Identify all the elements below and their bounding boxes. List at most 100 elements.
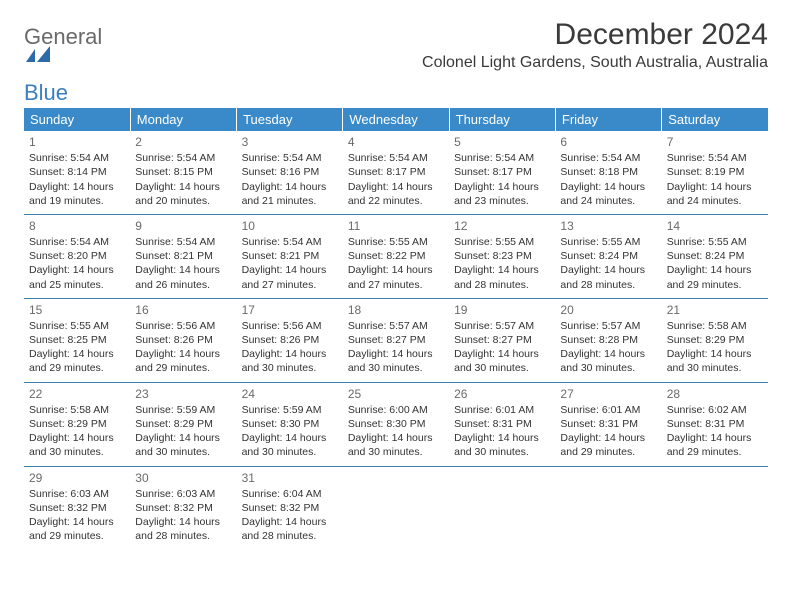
- daylight-text: Daylight: 14 hours and 26 minutes.: [135, 263, 231, 291]
- calendar-row: 22Sunrise: 5:58 AMSunset: 8:29 PMDayligh…: [24, 382, 768, 466]
- day-number: 28: [667, 386, 763, 402]
- sunrise-text: Sunrise: 5:55 AM: [667, 235, 763, 249]
- sunrise-text: Sunrise: 5:54 AM: [242, 151, 338, 165]
- sunrise-text: Sunrise: 5:59 AM: [242, 403, 338, 417]
- calendar-cell: 23Sunrise: 5:59 AMSunset: 8:29 PMDayligh…: [130, 382, 236, 466]
- sunrise-text: Sunrise: 5:55 AM: [348, 235, 444, 249]
- sunset-text: Sunset: 8:14 PM: [29, 165, 125, 179]
- calendar-cell-empty: [449, 466, 555, 549]
- daylight-text: Daylight: 14 hours and 28 minutes.: [135, 515, 231, 543]
- calendar-cell: 22Sunrise: 5:58 AMSunset: 8:29 PMDayligh…: [24, 382, 130, 466]
- daylight-text: Daylight: 14 hours and 30 minutes.: [454, 347, 550, 375]
- sunrise-text: Sunrise: 5:54 AM: [29, 235, 125, 249]
- sunrise-text: Sunrise: 5:54 AM: [242, 235, 338, 249]
- daylight-text: Daylight: 14 hours and 28 minutes.: [560, 263, 656, 291]
- sunset-text: Sunset: 8:24 PM: [560, 249, 656, 263]
- sunset-text: Sunset: 8:26 PM: [242, 333, 338, 347]
- sunrise-text: Sunrise: 5:56 AM: [242, 319, 338, 333]
- daylight-text: Daylight: 14 hours and 19 minutes.: [29, 180, 125, 208]
- calendar-row: 15Sunrise: 5:55 AMSunset: 8:25 PMDayligh…: [24, 298, 768, 382]
- sunrise-text: Sunrise: 5:55 AM: [454, 235, 550, 249]
- sunset-text: Sunset: 8:31 PM: [560, 417, 656, 431]
- sunrise-text: Sunrise: 6:02 AM: [667, 403, 763, 417]
- page-title: December 2024: [422, 18, 768, 52]
- daylight-text: Daylight: 14 hours and 29 minutes.: [29, 515, 125, 543]
- sunrise-text: Sunrise: 5:54 AM: [348, 151, 444, 165]
- calendar-cell: 19Sunrise: 5:57 AMSunset: 8:27 PMDayligh…: [449, 298, 555, 382]
- sunrise-text: Sunrise: 5:54 AM: [560, 151, 656, 165]
- sunset-text: Sunset: 8:17 PM: [454, 165, 550, 179]
- calendar-cell: 6Sunrise: 5:54 AMSunset: 8:18 PMDaylight…: [555, 131, 661, 214]
- weekday-header: Thursday: [449, 108, 555, 131]
- day-number: 4: [348, 134, 444, 150]
- day-number: 8: [29, 218, 125, 234]
- day-number: 22: [29, 386, 125, 402]
- calendar-cell-empty: [662, 466, 768, 549]
- daylight-text: Daylight: 14 hours and 21 minutes.: [242, 180, 338, 208]
- calendar-cell: 31Sunrise: 6:04 AMSunset: 8:32 PMDayligh…: [237, 466, 343, 549]
- daylight-text: Daylight: 14 hours and 28 minutes.: [242, 515, 338, 543]
- sunrise-text: Sunrise: 5:56 AM: [135, 319, 231, 333]
- sunset-text: Sunset: 8:27 PM: [454, 333, 550, 347]
- calendar-row: 29Sunrise: 6:03 AMSunset: 8:32 PMDayligh…: [24, 466, 768, 549]
- sunrise-text: Sunrise: 5:54 AM: [29, 151, 125, 165]
- sunrise-text: Sunrise: 6:03 AM: [135, 487, 231, 501]
- day-number: 13: [560, 218, 656, 234]
- day-number: 21: [667, 302, 763, 318]
- calendar-cell: 4Sunrise: 5:54 AMSunset: 8:17 PMDaylight…: [343, 131, 449, 214]
- daylight-text: Daylight: 14 hours and 20 minutes.: [135, 180, 231, 208]
- day-number: 25: [348, 386, 444, 402]
- day-number: 30: [135, 470, 231, 486]
- daylight-text: Daylight: 14 hours and 30 minutes.: [667, 347, 763, 375]
- weekday-header: Sunday: [24, 108, 130, 131]
- day-number: 6: [560, 134, 656, 150]
- calendar-cell: 28Sunrise: 6:02 AMSunset: 8:31 PMDayligh…: [662, 382, 768, 466]
- sunset-text: Sunset: 8:22 PM: [348, 249, 444, 263]
- sunset-text: Sunset: 8:28 PM: [560, 333, 656, 347]
- calendar-cell: 25Sunrise: 6:00 AMSunset: 8:30 PMDayligh…: [343, 382, 449, 466]
- calendar-cell: 9Sunrise: 5:54 AMSunset: 8:21 PMDaylight…: [130, 214, 236, 298]
- daylight-text: Daylight: 14 hours and 30 minutes.: [135, 431, 231, 459]
- day-number: 23: [135, 386, 231, 402]
- daylight-text: Daylight: 14 hours and 24 minutes.: [560, 180, 656, 208]
- weekday-header: Tuesday: [237, 108, 343, 131]
- calendar-cell: 15Sunrise: 5:55 AMSunset: 8:25 PMDayligh…: [24, 298, 130, 382]
- weekday-header: Friday: [555, 108, 661, 131]
- calendar-cell: 20Sunrise: 5:57 AMSunset: 8:28 PMDayligh…: [555, 298, 661, 382]
- sunset-text: Sunset: 8:19 PM: [667, 165, 763, 179]
- sunset-text: Sunset: 8:21 PM: [242, 249, 338, 263]
- sunset-text: Sunset: 8:15 PM: [135, 165, 231, 179]
- day-number: 12: [454, 218, 550, 234]
- calendar-page: General Blue December 2024 Colonel Light…: [0, 0, 792, 561]
- daylight-text: Daylight: 14 hours and 30 minutes.: [454, 431, 550, 459]
- day-number: 3: [242, 134, 338, 150]
- sunset-text: Sunset: 8:25 PM: [29, 333, 125, 347]
- sunset-text: Sunset: 8:18 PM: [560, 165, 656, 179]
- weekday-header: Monday: [130, 108, 236, 131]
- calendar-cell-empty: [343, 466, 449, 549]
- sunrise-text: Sunrise: 5:55 AM: [29, 319, 125, 333]
- daylight-text: Daylight: 14 hours and 27 minutes.: [348, 263, 444, 291]
- sunrise-text: Sunrise: 5:54 AM: [454, 151, 550, 165]
- day-number: 16: [135, 302, 231, 318]
- calendar-cell: 7Sunrise: 5:54 AMSunset: 8:19 PMDaylight…: [662, 131, 768, 214]
- daylight-text: Daylight: 14 hours and 29 minutes.: [29, 347, 125, 375]
- day-number: 31: [242, 470, 338, 486]
- daylight-text: Daylight: 14 hours and 30 minutes.: [560, 347, 656, 375]
- daylight-text: Daylight: 14 hours and 30 minutes.: [242, 431, 338, 459]
- calendar-row: 1Sunrise: 5:54 AMSunset: 8:14 PMDaylight…: [24, 131, 768, 214]
- day-number: 9: [135, 218, 231, 234]
- sunrise-text: Sunrise: 6:04 AM: [242, 487, 338, 501]
- calendar-cell: 29Sunrise: 6:03 AMSunset: 8:32 PMDayligh…: [24, 466, 130, 549]
- sunset-text: Sunset: 8:32 PM: [29, 501, 125, 515]
- sunrise-text: Sunrise: 6:03 AM: [29, 487, 125, 501]
- logo-text: General Blue: [24, 24, 102, 106]
- calendar-body: 1Sunrise: 5:54 AMSunset: 8:14 PMDaylight…: [24, 131, 768, 549]
- calendar-cell: 11Sunrise: 5:55 AMSunset: 8:22 PMDayligh…: [343, 214, 449, 298]
- sunrise-text: Sunrise: 6:01 AM: [454, 403, 550, 417]
- calendar-cell: 12Sunrise: 5:55 AMSunset: 8:23 PMDayligh…: [449, 214, 555, 298]
- logo: General Blue: [24, 18, 102, 106]
- daylight-text: Daylight: 14 hours and 30 minutes.: [29, 431, 125, 459]
- daylight-text: Daylight: 14 hours and 28 minutes.: [454, 263, 550, 291]
- sunset-text: Sunset: 8:26 PM: [135, 333, 231, 347]
